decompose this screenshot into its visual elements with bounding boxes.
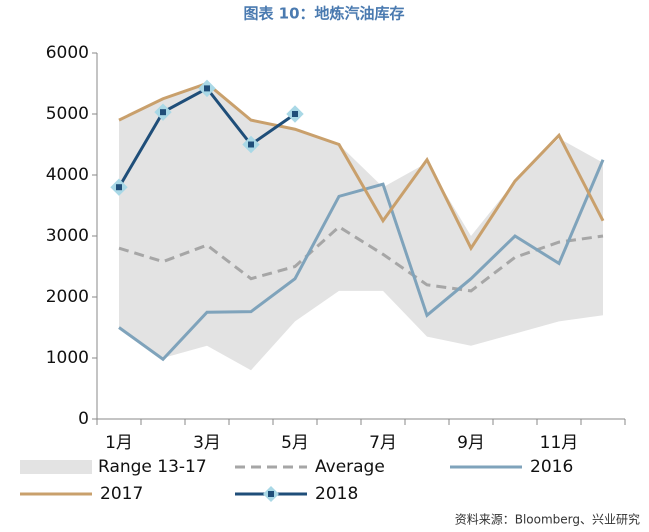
legend-swatch: [20, 460, 92, 474]
range-area: [119, 83, 603, 371]
y-tick-label: 0: [78, 409, 89, 429]
marker-core: [292, 111, 298, 117]
x-tick-label: 11月: [540, 433, 579, 453]
x-tick-label: 1月: [105, 433, 133, 453]
line-2017: [118, 81, 605, 252]
legend-label: Average: [315, 457, 385, 477]
legend-label: Range 13-17: [98, 457, 207, 477]
x-tick-label: 9月: [457, 433, 485, 453]
y-tick-label: 1000: [46, 348, 89, 368]
marker-core: [204, 85, 210, 92]
marker-core: [116, 184, 122, 191]
x-tick-label: 3月: [193, 433, 221, 453]
legend-label: 2017: [100, 484, 143, 504]
line-average: [118, 224, 604, 293]
marker-core: [248, 141, 254, 148]
line-2016: [118, 159, 605, 362]
legend-marker-core: [268, 491, 274, 497]
chart-title: 图表 10：地炼汽油库存: [243, 5, 404, 23]
legend-label: 2016: [530, 457, 573, 477]
x-tick-label: 5月: [281, 433, 309, 453]
y-tick-label: 5000: [46, 104, 89, 124]
x-tick-label: 7月: [369, 433, 397, 453]
legend-label: 2018: [315, 484, 358, 504]
marker-core: [160, 109, 166, 116]
y-tick-label: 6000: [46, 43, 89, 63]
y-tick-label: 3000: [46, 226, 89, 246]
source: 资料来源：Bloomberg、兴业研究: [455, 512, 640, 527]
y-tick-label: 2000: [46, 287, 89, 307]
y-tick-label: 4000: [46, 165, 89, 185]
